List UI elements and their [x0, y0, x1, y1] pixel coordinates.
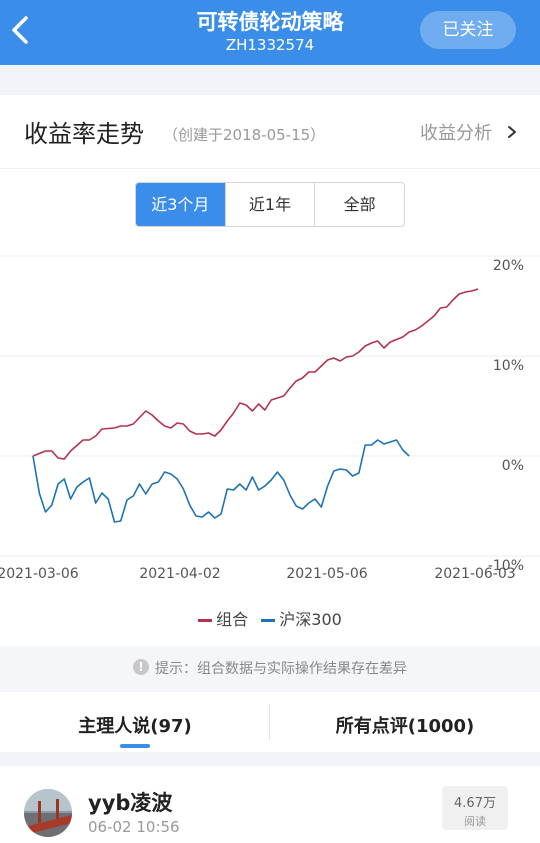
series-line-index [32, 439, 410, 523]
section-gap [0, 65, 540, 95]
legend-item-portfolio: 组合 [198, 606, 248, 630]
active-tab-indicator [120, 744, 150, 748]
x-tick-label: 2021-04-02 [139, 566, 220, 582]
strategy-code: ZH1332574 [225, 36, 315, 54]
notice-text: 提示：组合数据与实际操作结果存在差异 [155, 661, 407, 677]
chart-legend: 组合 沪深300 [0, 606, 540, 630]
post-time: 06-02 10:56 [88, 818, 180, 836]
tab-manager-posts[interactable]: 主理人说(97) [78, 716, 192, 737]
read-label: 阅读 [464, 815, 486, 828]
x-tick-label: 2021-05-06 [286, 566, 367, 582]
read-count-badge: 4.67万 阅读 [442, 786, 508, 830]
y-tick-label: 20% [493, 258, 524, 274]
avatar[interactable] [24, 789, 72, 837]
chevron-right-icon[interactable] [506, 124, 518, 140]
legend-swatch-index [261, 619, 276, 622]
legend-swatch-portfolio [198, 619, 213, 622]
divider [0, 168, 540, 169]
read-count: 4.67万 [454, 796, 496, 811]
back-arrow-icon[interactable] [6, 12, 34, 48]
legend-label-portfolio: 组合 [216, 610, 249, 629]
discussion-tabs: 主理人说(97) 所有点评(1000) [0, 692, 540, 752]
author-name[interactable]: yyb凌波 [88, 791, 173, 815]
follow-button[interactable]: 已关注 [420, 11, 516, 49]
x-tick-label: 2021-06-03 [434, 566, 515, 582]
strategy-title: 可转债轮动策略 [196, 10, 344, 34]
legend-item-index: 沪深300 [261, 606, 342, 630]
section-title: 收益率走势 [24, 120, 144, 148]
y-tick-label: 10% [493, 358, 524, 374]
legend-label-index: 沪深300 [279, 610, 342, 629]
x-tick-label: 2021-03-06 [0, 566, 79, 582]
section-gap [0, 752, 540, 766]
y-tick-label: 0% [502, 458, 524, 474]
notice-bar: ! 提示：组合数据与实际操作结果存在差异 [0, 646, 540, 692]
return-chart: 20% 10% 0% -10% 2021-03-06 2021-04-02 2021-05-… [0, 255, 540, 582]
range-tab-1y[interactable]: 近1年 [226, 183, 316, 226]
tab-separator [269, 704, 270, 740]
exclamation-circle-icon: ! [133, 659, 149, 675]
created-date: （创建于2018-05-15） [163, 126, 326, 144]
range-tab-all[interactable]: 全部 [343, 195, 376, 214]
tab-all-comments[interactable]: 所有点评(1000) [335, 716, 475, 737]
profit-analysis-link[interactable]: 收益分析 [420, 123, 492, 144]
series-line-portfolio [32, 288, 479, 460]
y-tick-label: -10% [488, 558, 524, 574]
range-selector: 近3个月 近1年 全部 [135, 182, 405, 227]
top-bar: 可转债轮动策略 ZH1332574 已关注 [0, 0, 540, 65]
range-tab-3m[interactable]: 近3个月 [136, 183, 226, 226]
